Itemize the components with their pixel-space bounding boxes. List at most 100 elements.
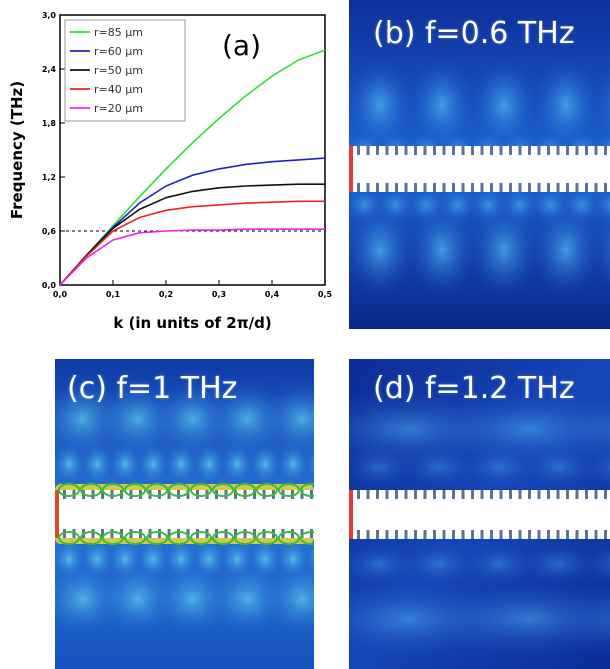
corrugation-tooth bbox=[499, 183, 503, 192]
corrugation-tooth bbox=[395, 530, 398, 539]
field-hotspot bbox=[190, 531, 212, 545]
corrugation-tooth bbox=[480, 490, 484, 499]
field-intensity-lobe bbox=[404, 185, 449, 225]
legend-entry: r=60 μm bbox=[94, 45, 143, 58]
corrugation-tooth bbox=[395, 183, 398, 192]
corrugation-tooth bbox=[158, 490, 161, 499]
corrugation-tooth bbox=[537, 146, 541, 155]
y-tick-label: 1,8 bbox=[42, 119, 57, 128]
corrugation-tooth bbox=[499, 146, 503, 155]
corrugation-tooth bbox=[376, 490, 379, 499]
corrugation-tooth bbox=[433, 183, 436, 192]
field-intensity-lobe bbox=[257, 379, 314, 459]
corrugation-tooth bbox=[291, 529, 294, 538]
corrugation-tooth bbox=[253, 490, 256, 499]
corrugation-tooth bbox=[556, 183, 560, 192]
field-intensity-lobe bbox=[528, 185, 573, 225]
corrugation-tooth bbox=[547, 530, 550, 539]
corrugation-tooth bbox=[509, 146, 512, 155]
corrugation-tooth bbox=[177, 529, 180, 538]
corrugation-tooth bbox=[357, 530, 360, 539]
field-intensity-lobe bbox=[349, 57, 414, 153]
corrugation-tooth bbox=[518, 146, 522, 155]
corrugation-tooth bbox=[547, 146, 550, 155]
panel-a-label: (a) bbox=[222, 29, 261, 62]
corrugation-tooth bbox=[357, 146, 360, 155]
corrugation-tooth bbox=[433, 146, 436, 155]
corrugation-tooth bbox=[452, 530, 455, 539]
field-intensity-lobe bbox=[399, 445, 479, 489]
y-tick-label: 0,6 bbox=[42, 227, 57, 236]
corrugation-tooth bbox=[414, 530, 417, 539]
corrugation-tooth bbox=[357, 183, 360, 192]
x-tick-label: 0,5 bbox=[318, 290, 333, 299]
y-tick-label: 3,0 bbox=[42, 11, 57, 20]
corrugation-tooth bbox=[528, 183, 531, 192]
corrugation-tooth bbox=[253, 529, 256, 538]
corrugation-tooth bbox=[186, 490, 190, 499]
series-line-5 bbox=[59, 228, 325, 286]
field-intensity-lobe bbox=[79, 537, 115, 581]
field-intensity-lobe bbox=[191, 442, 227, 486]
corrugation-tooth bbox=[556, 490, 560, 499]
corrugation-tooth bbox=[471, 490, 474, 499]
corrugation-tooth bbox=[414, 183, 417, 192]
corrugation-tooth bbox=[423, 146, 427, 155]
field-intensity-lobe bbox=[163, 537, 199, 581]
waveguide-edge bbox=[349, 490, 353, 539]
series-line-4 bbox=[59, 200, 325, 286]
field-hotspot bbox=[300, 531, 314, 545]
corrugation-tooth bbox=[509, 183, 512, 192]
corrugation-tooth bbox=[433, 530, 436, 539]
x-tick-label: 0,1 bbox=[106, 290, 121, 299]
waveguide-edge bbox=[55, 490, 59, 538]
field-intensity-lobe bbox=[275, 537, 311, 581]
field-intensity-lobe bbox=[470, 57, 538, 153]
corrugation-tooth bbox=[110, 490, 114, 499]
corrugation-tooth bbox=[547, 490, 550, 499]
corrugation-tooth bbox=[262, 490, 266, 499]
corrugation-tooth bbox=[566, 183, 569, 192]
field-intensity-lobe bbox=[594, 64, 610, 146]
field-hotspot bbox=[278, 531, 300, 545]
field-hotspot bbox=[168, 483, 190, 497]
corrugation-tooth bbox=[471, 183, 474, 192]
field-hotspot bbox=[80, 531, 102, 545]
corrugation-tooth bbox=[547, 183, 550, 192]
corrugation-tooth bbox=[404, 146, 408, 155]
corrugation-tooth bbox=[480, 146, 484, 155]
corrugation-tooth bbox=[186, 529, 190, 538]
field-intensity-lobe bbox=[559, 185, 604, 225]
field-intensity-lobe bbox=[79, 442, 115, 486]
x-tick-label: 0,4 bbox=[265, 290, 280, 299]
corrugation-tooth bbox=[414, 490, 417, 499]
corrugation-tooth bbox=[433, 490, 436, 499]
field-hotspot bbox=[256, 483, 278, 497]
field-intensity-lobe bbox=[349, 542, 419, 586]
field-intensity-lobe bbox=[459, 542, 539, 586]
corrugation-tooth bbox=[404, 530, 408, 539]
corrugation-tooth bbox=[499, 530, 503, 539]
corrugation-tooth bbox=[101, 490, 104, 499]
corrugation-tooth bbox=[110, 529, 114, 538]
series-line-1 bbox=[59, 49, 326, 286]
series-line-3 bbox=[59, 183, 325, 286]
corrugation-tooth bbox=[604, 183, 607, 192]
corrugation-tooth bbox=[566, 146, 569, 155]
corrugation-tooth bbox=[234, 529, 237, 538]
corrugation-tooth bbox=[91, 529, 95, 538]
waveguide-core bbox=[55, 490, 314, 538]
field-hotspot bbox=[102, 483, 124, 497]
corrugation-tooth bbox=[196, 490, 199, 499]
corrugation-tooth bbox=[585, 146, 588, 155]
corrugation-tooth bbox=[594, 490, 598, 499]
field-intensity-lobe bbox=[303, 443, 314, 485]
field-map-panel-c: (c) f=1 THz bbox=[55, 359, 314, 669]
corrugation-tooth bbox=[471, 530, 474, 539]
corrugation-tooth bbox=[452, 146, 455, 155]
field-intensity-lobe bbox=[532, 202, 600, 298]
field-hotspot bbox=[234, 483, 256, 497]
field-hotspot bbox=[58, 531, 80, 545]
corrugation-tooth bbox=[575, 183, 579, 192]
corrugation-tooth bbox=[310, 529, 313, 538]
